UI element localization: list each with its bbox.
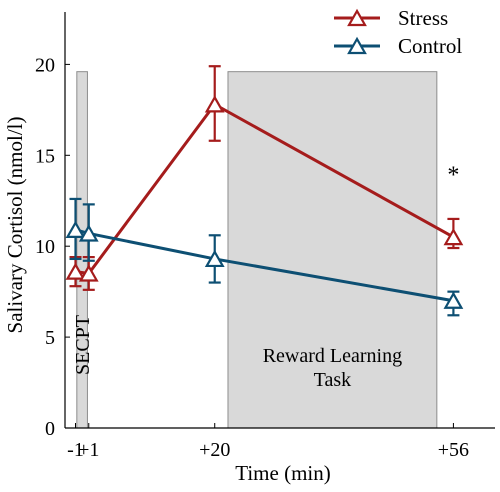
legend: Stress Control	[334, 6, 462, 58]
data-point	[204, 249, 225, 268]
data-point	[65, 220, 86, 238]
data-point	[78, 224, 99, 242]
x-tick-label: -1	[67, 439, 84, 461]
data-point	[78, 264, 99, 282]
axes	[64, 12, 495, 429]
y-axis-label: Salivary Cortisol (nmol/l)	[3, 117, 27, 334]
series-line	[75, 102, 455, 276]
legend-label: Stress	[398, 6, 448, 30]
y-tick-label: 0	[45, 418, 55, 440]
significance-star: *	[209, 0, 221, 1]
series-control	[65, 197, 464, 317]
task-label-line-1: Reward Learning	[263, 345, 402, 367]
significance-star: *	[447, 163, 459, 189]
legend-marker	[347, 8, 367, 27]
y-ticks: 0 5 10 15 20	[35, 54, 70, 440]
x-tick-label: +1	[78, 439, 99, 461]
data-point	[443, 291, 464, 309]
x-ticks: -1+1 +20 +56	[67, 423, 469, 461]
legend-label: Control	[398, 34, 462, 58]
y-tick-label: 5	[45, 327, 55, 349]
secpt-label: SECPT	[72, 315, 94, 375]
x-tick-label: +20	[199, 439, 230, 461]
data-point	[443, 227, 464, 246]
y-tick-label: 10	[35, 236, 55, 258]
x-axis-label: Time (min)	[235, 461, 330, 485]
series-stress	[65, 65, 464, 291]
series-line	[75, 228, 454, 303]
data-point	[65, 262, 86, 280]
x-tick-label: +56	[438, 439, 469, 461]
annotations: **	[209, 0, 460, 189]
task-label-line-2: Task	[314, 369, 351, 391]
y-tick-label: 20	[35, 54, 55, 76]
legend-marker	[347, 36, 367, 55]
data-point	[204, 95, 225, 113]
series-layer	[65, 65, 464, 317]
legend-item-stress: Stress	[334, 6, 448, 30]
y-tick-label: 15	[35, 145, 55, 167]
legend-item-control: Control	[334, 34, 462, 58]
